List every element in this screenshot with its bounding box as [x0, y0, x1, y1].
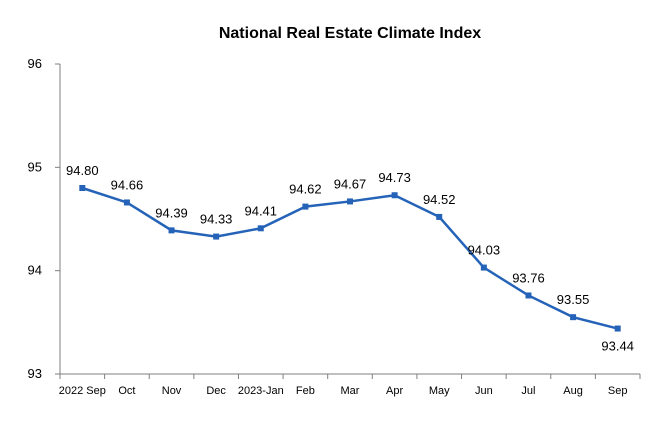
- x-tick-label: May: [429, 385, 450, 397]
- data-point: [168, 227, 175, 234]
- data-point: [213, 233, 220, 240]
- data-point: [79, 185, 86, 191]
- data-label: 93.44: [601, 339, 634, 354]
- x-axis-ticks: 2022 Sep Oct Nov Dec 2023-Jan Feb Mar Apr May Jun…: [59, 374, 641, 397]
- x-tick-label: Mar: [341, 385, 360, 397]
- y-tick-label: 95: [28, 159, 42, 174]
- data-point: [123, 199, 130, 206]
- x-tick-label: Aug: [563, 385, 583, 397]
- data-label: 94.62: [289, 182, 322, 197]
- data-label: 94.03: [468, 243, 501, 258]
- data-label: 94.67: [334, 176, 367, 191]
- x-tick-label: Oct: [118, 385, 135, 397]
- x-tick-label: Dec: [206, 385, 226, 397]
- x-tick-label: Jun: [475, 385, 493, 397]
- y-tick-label: 94: [28, 263, 42, 278]
- data-markers: [79, 185, 621, 332]
- axes: [59, 64, 640, 375]
- data-point: [525, 292, 532, 299]
- x-tick-label: Apr: [386, 385, 403, 397]
- data-label: 94.80: [66, 163, 99, 178]
- y-tick-label: 96: [28, 56, 42, 71]
- data-point: [480, 264, 487, 271]
- data-point: [302, 203, 309, 210]
- y-axis-ticks: 93 94 95 96: [28, 56, 60, 381]
- data-point: [391, 192, 398, 199]
- data-label: 94.39: [155, 205, 188, 220]
- data-point: [347, 198, 353, 205]
- chart-title: National Real Estate Climate Index: [219, 25, 481, 42]
- plot-area: [60, 64, 640, 374]
- x-tick-label: Feb: [296, 385, 315, 397]
- data-label: 94.73: [378, 170, 411, 185]
- data-label: 94.52: [423, 192, 456, 207]
- data-label: 93.76: [512, 270, 545, 285]
- y-tick-label: 93: [28, 366, 42, 381]
- data-label: 93.55: [557, 292, 590, 307]
- data-point: [436, 213, 443, 220]
- data-labels: 94.80 94.66 94.39 94.33 94.41 94.62 94.67 94.73…: [66, 163, 634, 354]
- data-label: 94.41: [244, 203, 277, 218]
- data-point: [614, 325, 621, 332]
- data-label: 94.66: [111, 177, 144, 192]
- x-tick-label: Sep: [608, 385, 628, 397]
- data-label: 94.33: [200, 212, 233, 227]
- x-tick-label: 2023-Jan: [238, 385, 284, 397]
- x-tick-label: 2022 Sep: [59, 385, 106, 397]
- x-tick-label: Nov: [162, 385, 182, 397]
- data-point: [570, 314, 577, 321]
- data-point: [257, 225, 264, 232]
- x-tick-label: Jul: [521, 385, 535, 397]
